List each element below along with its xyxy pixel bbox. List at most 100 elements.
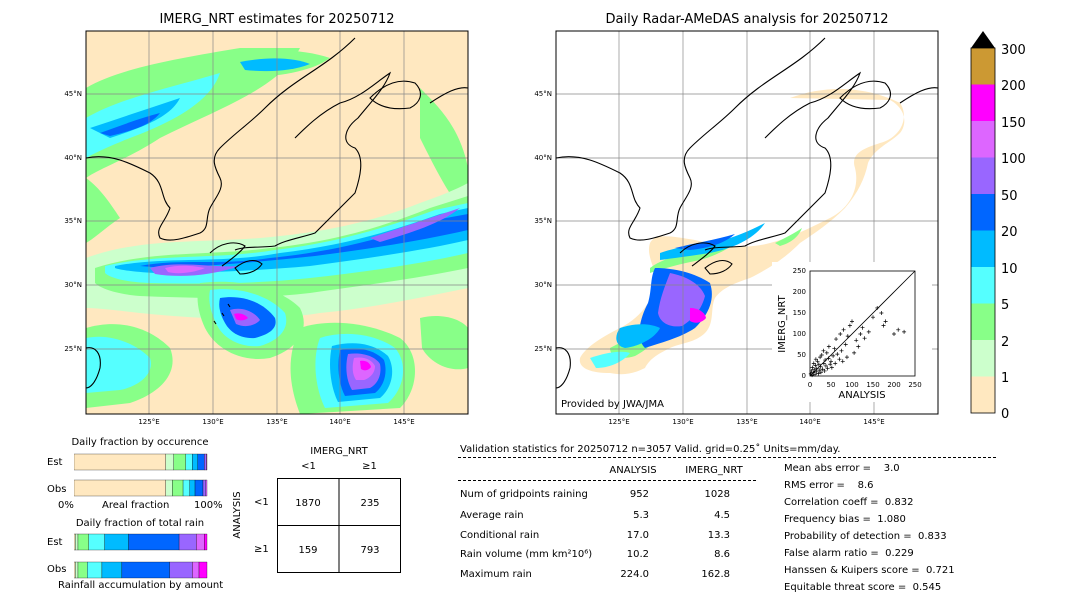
scatter-xtick: 0 [808,381,812,389]
stack-segment [202,479,206,497]
validation-col-imerg: IMERG_NRT [685,465,743,476]
contingency-grid: 1870 235 159 793 [277,478,401,573]
scatter-xtick: 100 [845,381,858,389]
left-lat-label: 30°N [64,281,82,289]
validation-row-analysis: 10.2 [626,549,649,560]
scatter-point [840,359,845,364]
colorbar-extend-arrow [971,31,995,48]
total-rain-footer: Rainfall accumulation by amount [58,580,224,591]
stack-segment [185,453,193,471]
validation-row-imerg: 13.3 [707,530,730,541]
stack-segment [165,479,173,497]
scatter-point [843,342,848,347]
colorbar-segment [971,376,995,413]
colorbar-tick: 1 [1001,371,1009,386]
scatter-point [819,353,824,357]
provider-credit: Provided by JWA/JMA [561,399,664,410]
left-lat-label: 40°N [64,154,82,162]
scatter-point [814,369,819,374]
contingency-col-lt: <1 [301,461,316,472]
stack-segment [75,533,79,551]
contingency-cell: 159 [298,545,317,556]
colorbar-tick: 100 [1001,152,1026,167]
scatter-point [823,363,828,368]
left-lat-label: 45°N [64,90,82,98]
right-map-grid [556,31,938,414]
scatter-xtick: 250 [908,381,921,389]
scatter-point [838,332,843,336]
occurrence-row-est: Est [47,457,63,468]
scatter-point [816,371,821,376]
validation-row-label: Num of gridpoints raining [460,489,588,500]
scatter-point [862,336,867,341]
occurrence-axis-mid: Areal fraction [102,500,170,511]
left-map-grid [86,31,468,414]
stack-segment [169,561,193,579]
right-lon-label: 140°E [799,418,820,426]
scatter-xtick: 50 [827,381,836,389]
scatter-point [829,359,833,364]
scatter-point [856,344,861,349]
total-rain-title: Daily fraction of total rain [75,518,205,529]
left-lat-label: 35°N [64,217,82,225]
stack-segment [75,561,79,579]
right-lat-label: 35°N [534,217,552,225]
validation-row-analysis: 17.0 [626,530,649,541]
colorbar-tick: 0 [1001,407,1009,420]
scatter-point [860,325,865,330]
validation-row-label: Rain volume (mm km²10⁶) [460,549,593,560]
scatter-inset: 0 50 100 150 200 250 0 50 100 150 200 25… [772,262,932,402]
validation-row-imerg: 1028 [704,489,730,500]
scatter-ytick: 250 [793,267,806,275]
scatter-ytick: 200 [793,288,806,296]
colorbar-tick: 5 [1001,298,1009,313]
colorbar: 300 200 150 100 50 20 10 5 2 1 0 [970,31,1026,420]
occurrence-axis-left: 0% [58,500,74,511]
stack-segment [192,453,198,471]
scatter-point [817,368,822,373]
validation-row-label: Conditional rain [460,530,540,541]
scatter-point [852,350,857,355]
scatter-point [818,370,823,375]
occurrence-bars [74,453,208,497]
right-lon-label: 135°E [736,418,757,426]
colorbar-segment [971,157,995,194]
scatter-ylabel: IMERG_NRT [777,294,788,352]
scatter-ytick: 0 [802,372,806,380]
scatter-point [839,348,844,353]
scatter-points [808,305,907,378]
stack-segment [206,453,208,471]
validation-col-analysis: ANALYSIS [609,465,657,476]
stack-segment [104,533,129,551]
contingency-row-title: ANALYSIS [232,491,243,539]
right-lon-label: 125°E [608,418,629,426]
right-map-title: Daily Radar-AMeDAS analysis for 20250712 [605,12,889,27]
right-map-frame [555,30,939,415]
scatter-xlabel: ANALYSIS [838,390,885,401]
scatter-point [871,315,875,320]
stack-segment [182,479,190,497]
scatter-point [820,367,825,372]
scatter-point [812,367,817,372]
left-map-frame [85,30,469,415]
occurrence-axis-right: 100% [194,500,223,511]
stack-segment [192,561,200,579]
occurrence-row-obs: Obs [47,484,67,495]
stack-segment [87,561,103,579]
scatter-point [883,319,888,324]
total-rain-row-est: Est [47,537,63,548]
validation-row-analysis: 952 [629,489,649,500]
colorbar-tick: 10 [1001,262,1018,277]
scatter-point [834,337,839,342]
scatter-point [833,361,838,366]
score-line: Correlation coeff = 0.832 [784,497,914,508]
scatter-point [813,357,818,362]
scatter-point [845,334,850,339]
left-lon-label: 130°E [202,418,223,426]
score-line: RMS error = 8.6 [784,480,874,491]
scatter-point [847,323,852,328]
stack-segment [194,479,204,497]
validation-row-imerg: 8.6 [714,549,730,560]
scatter-point [879,311,884,315]
stack-segment [77,533,89,551]
